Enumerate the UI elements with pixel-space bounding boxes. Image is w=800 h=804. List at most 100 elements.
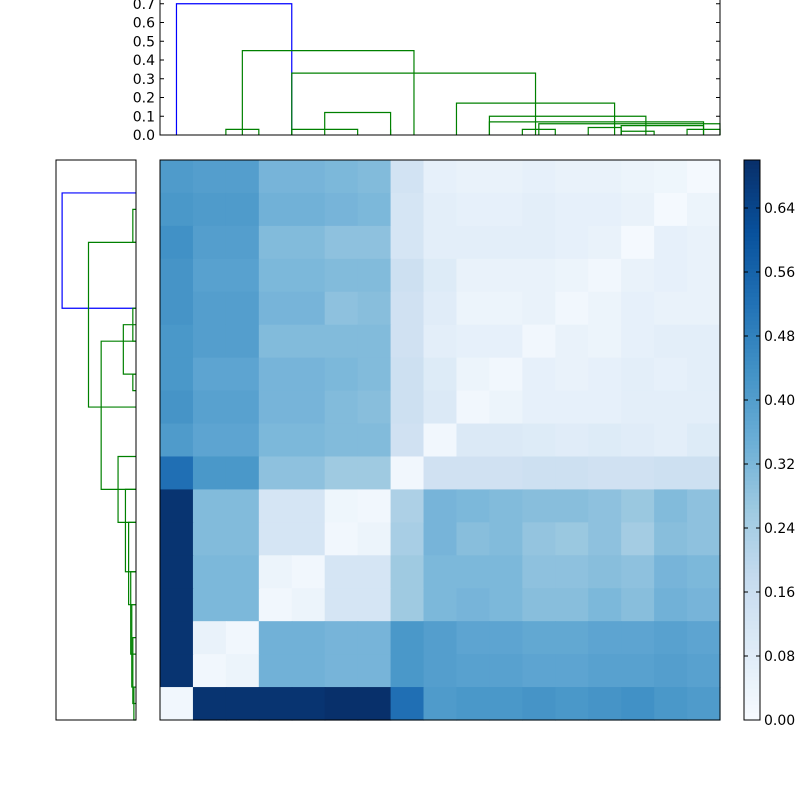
heatmap-cell [588, 654, 622, 688]
colorbar-segment [744, 184, 760, 189]
top-dendrogram-link [175, 3, 293, 135]
heatmap-cell [258, 324, 293, 359]
top-dendrogram-tick-label: 0.5 [133, 34, 155, 50]
colorbar-segment [744, 192, 760, 197]
top-dendrogram-tick-label: 0.6 [133, 16, 155, 32]
colorbar-segment [744, 200, 760, 205]
colorbar-segment [744, 464, 760, 469]
heatmap-cell [192, 456, 227, 491]
colorbar-segment [744, 476, 760, 481]
heatmap-cell [522, 423, 556, 458]
heatmap-cell [390, 225, 425, 260]
colorbar-segment [744, 244, 760, 249]
colorbar-segment [744, 568, 760, 573]
heatmap-cell [621, 390, 655, 425]
colorbar: 0.00 0.08 0.16 0.24 0.32 0.40 0.48 0.56 0.64 [743, 159, 795, 729]
heatmap-cell [588, 489, 622, 523]
colorbar-segment [744, 288, 760, 293]
heatmap-cell [357, 324, 392, 359]
heatmap-cell [225, 324, 260, 359]
heatmap-cell [423, 192, 458, 227]
top-dendrogram-link [455, 102, 616, 135]
heatmap-cell [192, 621, 227, 655]
colorbar-segment [744, 296, 760, 301]
colorbar-segment [744, 412, 760, 417]
heatmap-cell [291, 192, 326, 227]
heatmap-cell [522, 522, 556, 556]
colorbar-segment [744, 556, 760, 561]
colorbar-segment [744, 712, 760, 717]
heatmap-cell [555, 654, 589, 688]
heatmap-cell [687, 357, 721, 392]
heatmap-cell [192, 160, 227, 194]
heatmap-cell [258, 291, 293, 326]
colorbar-segment [744, 204, 760, 209]
heatmap-cell [654, 687, 688, 721]
heatmap-cell [291, 225, 326, 260]
heatmap-cell [423, 258, 458, 293]
heatmap-cell [654, 390, 688, 425]
heatmap-cell [588, 522, 622, 556]
heatmap-cell [621, 225, 655, 260]
top-dendrogram-frame [159, 0, 721, 136]
heatmap-cell [687, 324, 721, 359]
heatmap-cell [291, 489, 326, 523]
heatmap-cell [588, 258, 622, 293]
colorbar-segment [744, 188, 760, 193]
colorbar-segment [744, 252, 760, 257]
colorbar-segment [744, 424, 760, 429]
heatmap-cell [225, 654, 260, 688]
colorbar-segment [744, 632, 760, 637]
heatmap-cell [324, 258, 359, 293]
colorbar-segment [744, 248, 760, 253]
colorbar-tick-label: 0.48 [764, 329, 795, 345]
heatmap-cell [258, 456, 293, 491]
colorbar-segment [744, 276, 760, 281]
heatmap-cell [192, 390, 227, 425]
colorbar-segment [744, 364, 760, 369]
colorbar-segment [744, 208, 760, 213]
heatmap-cell [160, 258, 194, 293]
heatmap-cell [522, 456, 556, 491]
heatmap-cell [522, 654, 556, 688]
heatmap-cell [225, 291, 260, 326]
heatmap-cell [192, 324, 227, 359]
heatmap-cell [390, 621, 425, 655]
heatmap-cell [522, 324, 556, 359]
colorbar-segment [744, 552, 760, 557]
colorbar-segment [744, 332, 760, 337]
heatmap-cell [258, 225, 293, 260]
heatmap-cell [555, 160, 589, 194]
heatmap-cell [225, 390, 260, 425]
heatmap-cell [357, 654, 392, 688]
top-dendrogram-tick-label: 0.1 [133, 109, 155, 125]
colorbar-segment [744, 444, 760, 449]
heatmap-cell [588, 160, 622, 194]
colorbar-segment [744, 672, 760, 677]
top-dendrogram-y-axis: 0.0 0.1 0.2 0.3 0.4 0.5 0.6 0.7 [133, 0, 720, 144]
heatmap-cell [489, 423, 523, 458]
colorbar-segment [744, 180, 760, 185]
heatmap-cell [522, 390, 556, 425]
heatmap-cell [456, 621, 491, 655]
colorbar-segment [744, 400, 760, 405]
colorbar-segment [744, 636, 760, 641]
heatmap-cell [258, 687, 293, 721]
heatmap-cell [160, 390, 194, 425]
heatmap-cell [192, 555, 227, 589]
top-dendrogram-tick-label: 0.7 [133, 0, 155, 13]
left-dendrogram [55, 159, 137, 721]
heatmap-cell [225, 522, 260, 556]
heatmap-cell [225, 456, 260, 491]
heatmap-cell [555, 390, 589, 425]
colorbar-segment [744, 308, 760, 313]
heatmap-cell [456, 687, 491, 721]
colorbar-segment [744, 160, 760, 165]
colorbar-tick-label: 0.16 [764, 585, 795, 601]
heatmap-cell [258, 555, 293, 589]
heatmap-cell [160, 588, 194, 622]
colorbar-segment [744, 404, 760, 409]
heatmap-cell [160, 654, 194, 688]
heatmap-cell [423, 423, 458, 458]
